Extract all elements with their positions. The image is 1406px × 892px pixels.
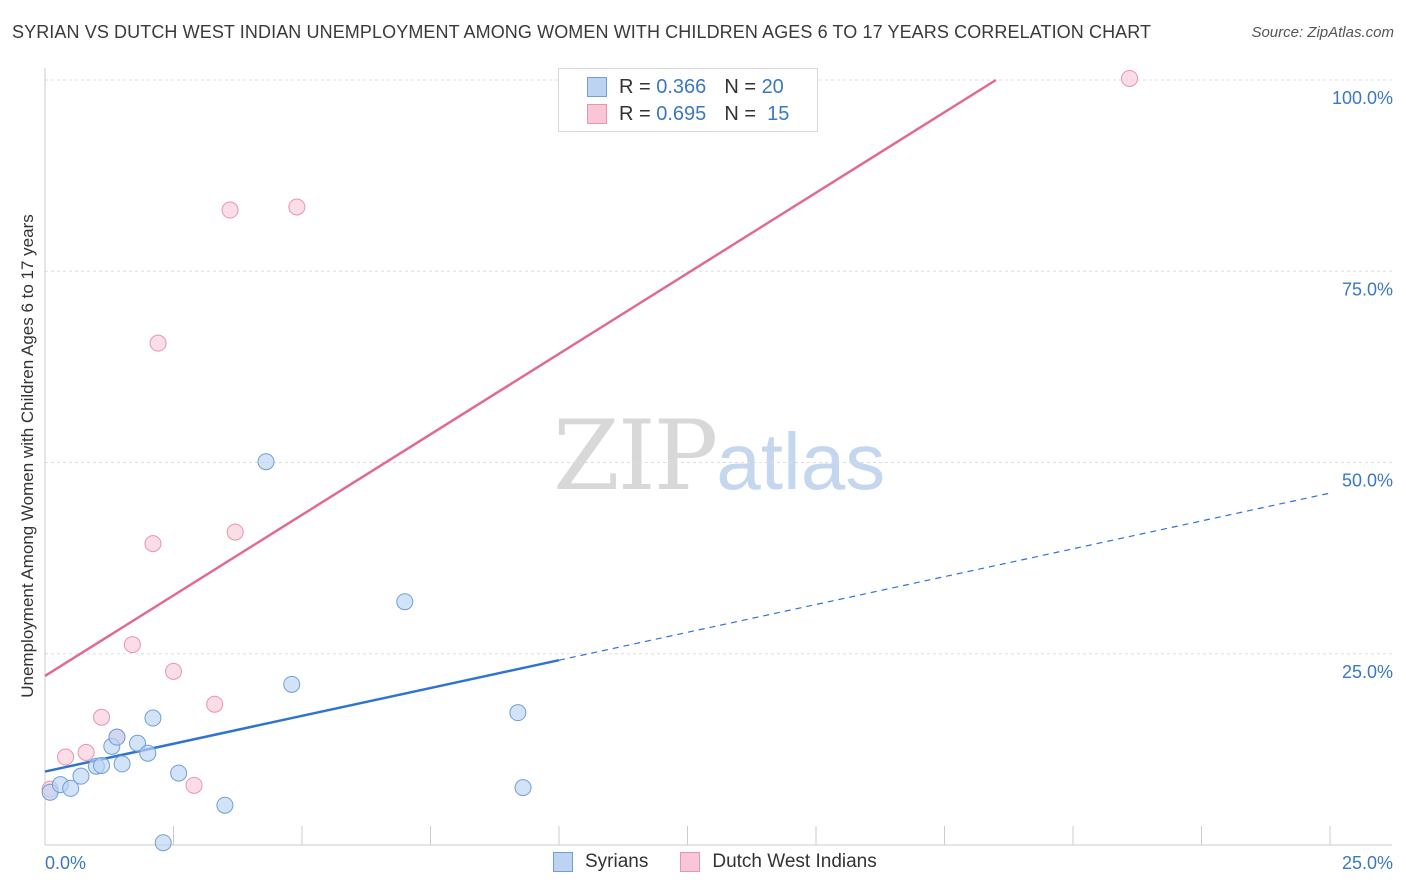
dutch-point	[206, 695, 224, 713]
dutch-point	[144, 535, 162, 553]
dutch-point	[165, 662, 182, 680]
syrians-swatch	[587, 77, 607, 97]
syrians-legend-swatch	[553, 852, 573, 872]
syrians-r-value: 0.366	[656, 75, 707, 98]
dutch-point	[221, 201, 239, 219]
syrian-point	[93, 756, 111, 774]
syrian-point	[139, 744, 157, 762]
legend-row-syrians: R = 0.366 N = 20	[587, 76, 784, 98]
dutch-point	[93, 708, 111, 726]
dutch-point	[288, 198, 306, 216]
syrian-point	[113, 755, 131, 773]
dutch-trend-line	[44, 78, 997, 677]
syrian-point	[144, 709, 162, 727]
correlation-legend: R = 0.366 N = 20 R = 0.695 N = 15	[558, 68, 818, 132]
y-tick-label: 100.0%	[1332, 88, 1393, 108]
syrian-point	[396, 593, 414, 611]
syrians-r-label: R =	[619, 75, 651, 98]
series-legend: Syrians Dutch West Indians	[553, 851, 909, 873]
syrian-point	[514, 779, 532, 797]
trend-layer	[44, 78, 1331, 773]
syrian-point	[283, 675, 301, 693]
dutch-point	[57, 748, 75, 766]
dutch-r-label: R =	[619, 102, 651, 125]
watermark-atlas: atlas	[716, 417, 886, 506]
chart-title: SYRIAN VS DUTCH WEST INDIAN UNEMPLOYMENT…	[12, 22, 1152, 42]
syrian-point	[154, 834, 172, 852]
dutch-r-value: 0.695	[656, 102, 707, 125]
x-tick-label-max: 25.0%	[1342, 853, 1393, 873]
syrian-point	[72, 767, 90, 785]
dutch-point	[226, 523, 244, 541]
dutch-legend-swatch	[680, 852, 701, 872]
y-tick-label: 75.0%	[1342, 279, 1393, 299]
watermark-zip: ZIP	[553, 400, 718, 512]
dutch-point	[77, 743, 95, 761]
dutch-point	[1121, 69, 1139, 87]
dutch-n-value: 15	[767, 102, 790, 125]
dutch-point	[185, 776, 203, 794]
syrians-trend-line	[44, 658, 560, 773]
legend-row-dutch: R = 0.695 N = 15	[587, 103, 789, 125]
x-tick-label-min: 0.0%	[45, 853, 86, 873]
syrian-point	[108, 728, 126, 746]
y-tick-label: 25.0%	[1342, 662, 1393, 682]
y-axis-label: Unemployment Among Women with Children A…	[18, 214, 37, 698]
grid-layer	[45, 79, 1392, 655]
syrians-legend-label: Syrians	[585, 851, 649, 872]
tick-label-layer: 25.0% 50.0% 75.0% 100.0% 0.0% 25.0%	[45, 88, 1393, 873]
dutch-point	[123, 636, 141, 654]
syrians-n-value: 20	[761, 75, 784, 98]
syrians-n-label: N =	[724, 75, 756, 98]
syrian-point	[257, 453, 275, 471]
axis-layer	[44, 68, 1392, 846]
syrian-point	[216, 796, 234, 814]
legend-item-syrians[interactable]: Syrians	[553, 851, 648, 873]
syrian-point	[509, 704, 527, 722]
syrian-point	[129, 734, 147, 752]
syrian-point	[170, 764, 188, 782]
legend-item-dutch[interactable]: Dutch West Indians	[680, 851, 877, 873]
source-label: Source: ZipAtlas.com	[1251, 24, 1394, 41]
dutch-legend-label: Dutch West Indians	[712, 851, 877, 872]
dutch-swatch	[587, 104, 607, 124]
y-tick-label: 50.0%	[1342, 471, 1393, 491]
watermark: ZIPatlas	[553, 400, 885, 512]
syrians-trend-extension	[558, 492, 1331, 661]
syrian-point	[62, 779, 80, 797]
dutch-n-label: N =	[724, 102, 756, 125]
points-layer	[41, 69, 1139, 852]
dutch-point	[149, 334, 167, 352]
